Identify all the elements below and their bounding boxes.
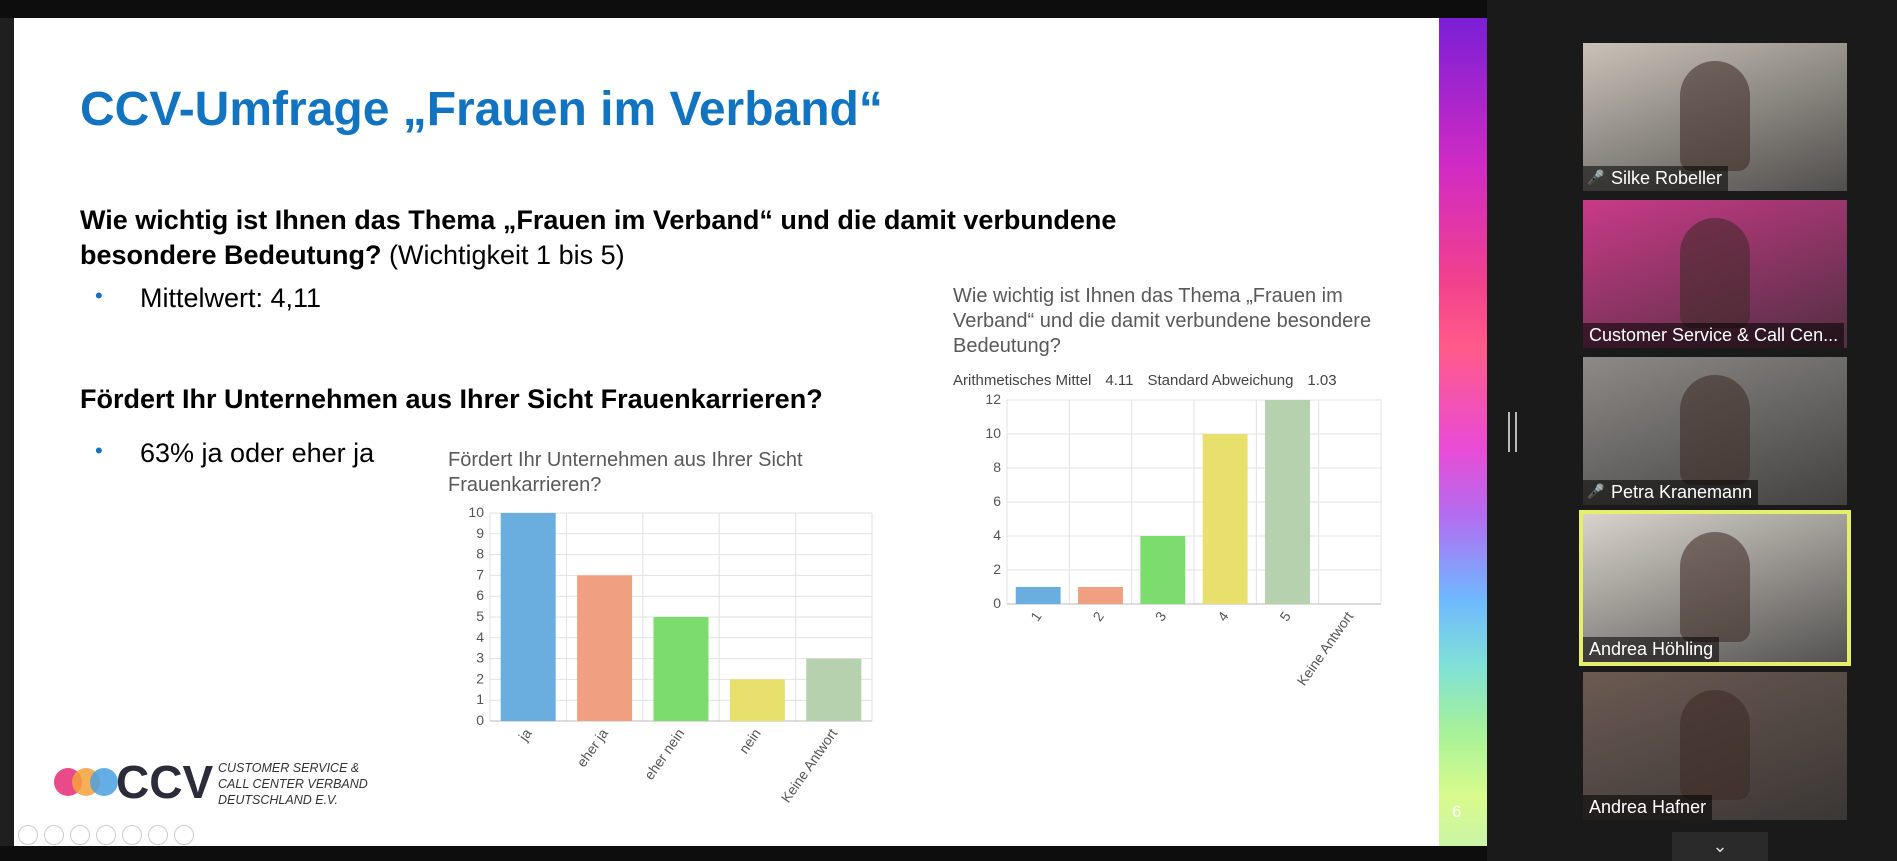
participant-name: Petra Kranemann xyxy=(1583,480,1759,505)
bullet-dot-icon: • xyxy=(95,283,103,308)
logo-mark: CCV xyxy=(116,760,213,808)
bar xyxy=(577,575,633,721)
y-tick-label: 4 xyxy=(476,629,484,645)
x-tick-label: Keine Antwort xyxy=(1294,608,1357,688)
stats-sd-value: 1.03 xyxy=(1307,372,1337,389)
participant-tile[interactable]: Customer Service & Call Cen... xyxy=(1583,200,1847,348)
y-tick-label: 2 xyxy=(993,561,1001,577)
slide-gradient-stripe xyxy=(1439,18,1487,846)
y-tick-label: 9 xyxy=(476,525,484,541)
y-tick-label: 10 xyxy=(468,505,484,520)
bar xyxy=(1078,587,1123,604)
y-tick-label: 0 xyxy=(993,595,1001,611)
slide-number: 6 xyxy=(1452,802,1462,821)
bar xyxy=(1202,434,1248,604)
y-tick-label: 6 xyxy=(476,587,484,603)
x-tick-label: nein xyxy=(736,726,764,757)
chart2-stats: Arithmetisches Mittel 4.11 Standard Abweic… xyxy=(953,372,1351,389)
stats-sd-label: Standard Abweichung xyxy=(1147,372,1294,389)
panel-resize-handle[interactable] xyxy=(1508,412,1517,452)
slide-title: CCV-Umfrage „Frauen im Verband“ xyxy=(80,83,883,136)
x-tick-label: eher nein xyxy=(641,726,688,783)
bar xyxy=(729,679,785,721)
prev-slide-icon[interactable] xyxy=(18,825,38,845)
chart1-title: Fördert Ihr Unternehmen aus Ihrer Sicht … xyxy=(448,449,803,496)
chart2-title: Wie wichtig ist Ihnen das Thema „Frauen … xyxy=(953,285,1372,357)
chart1-bar-chart: 0 1 2 3 4 5 6 7 8 9 10 ja eher ja eher nein nein Keine … xyxy=(468,505,873,805)
muted-mic-icon: 🎤 xyxy=(1587,483,1605,499)
participant-name: Andrea Hafner xyxy=(1583,795,1713,820)
question-1: Wie wichtig ist Ihnen das Thema „Frauen … xyxy=(80,203,1220,273)
logo-line-2: CALL CENTER VERBAND xyxy=(218,777,368,791)
y-tick-label: 8 xyxy=(476,546,484,562)
logo-line-1: CUSTOMER SERVICE & xyxy=(218,761,360,775)
bullet-percent: • 63% ja oder eher ja xyxy=(95,438,375,469)
bullet-dot-icon: • xyxy=(95,438,103,463)
pen-icon[interactable] xyxy=(70,825,90,845)
y-tick-label: 0 xyxy=(476,712,484,728)
question-1-suffix: (Wichtigkeit 1 bis 5) xyxy=(381,240,625,270)
logo-line-3: DEUTSCHLAND E.V. xyxy=(218,793,338,807)
x-tick-label: 5 xyxy=(1276,608,1294,624)
x-tick-label: ja xyxy=(515,725,535,744)
stats-mean-value: 4.11 xyxy=(1105,372,1134,389)
participant-video xyxy=(1680,218,1750,328)
y-tick-label: 6 xyxy=(993,493,1001,509)
ccv-logo: CCV xyxy=(54,760,213,808)
zoom-icon[interactable] xyxy=(122,825,142,845)
y-tick-label: 8 xyxy=(993,459,1001,475)
participant-tile[interactable]: Andrea Höhling xyxy=(1579,510,1851,666)
x-tick-label: 2 xyxy=(1089,608,1107,624)
chevron-down-icon[interactable]: ⌄ xyxy=(1672,832,1768,861)
logo-tagline: CUSTOMER SERVICE & CALL CENTER VERBAND D… xyxy=(218,760,368,808)
participant-tile[interactable]: Petra Kranemann 🎤 xyxy=(1583,357,1847,505)
y-tick-label: 1 xyxy=(476,691,484,707)
x-tick-label: 1 xyxy=(1027,608,1045,624)
bar xyxy=(1015,587,1061,604)
y-tick-label: 3 xyxy=(476,650,484,666)
participant-name: Silke Robeller xyxy=(1583,166,1729,191)
participant-tile[interactable]: Silke Robeller 🎤 xyxy=(1583,43,1847,191)
y-tick-label: 7 xyxy=(476,566,484,582)
bullet-mean: • Mittelwert: 4,11 xyxy=(95,283,322,314)
more-icon[interactable] xyxy=(174,825,194,845)
y-tick-label: 5 xyxy=(476,608,484,624)
x-tick-label: 4 xyxy=(1214,608,1232,624)
participant-video xyxy=(1680,61,1750,171)
participant-video xyxy=(1680,690,1750,800)
x-tick-label: Keine Antwort xyxy=(778,725,841,805)
bar xyxy=(500,513,556,721)
slide-toolbar xyxy=(18,825,194,845)
y-tick-label: 10 xyxy=(985,425,1001,441)
bullet-percent-text: 63% ja oder eher ja xyxy=(140,438,375,468)
y-tick-label: 2 xyxy=(476,670,484,686)
bullet-mean-text: Mittelwert: 4,11 xyxy=(140,283,322,313)
y-tick-label: 12 xyxy=(985,392,1001,407)
presentation-slide xyxy=(14,18,1439,846)
bar xyxy=(1265,400,1310,604)
participant-name: Andrea Höhling xyxy=(1583,637,1720,662)
participant-video xyxy=(1680,532,1750,642)
question-2: Fördert Ihr Unternehmen aus Ihrer Sicht … xyxy=(80,384,823,414)
stats-mean-label: Arithmetisches Mittel xyxy=(953,372,1092,389)
subtitles-icon[interactable] xyxy=(148,825,168,845)
participant-tile[interactable]: Andrea Hafner xyxy=(1583,672,1847,820)
question-1-text: Wie wichtig ist Ihnen das Thema „Frauen … xyxy=(80,205,1117,270)
next-slide-icon[interactable] xyxy=(44,825,64,845)
x-tick-label: 3 xyxy=(1152,608,1170,624)
participant-name: Customer Service & Call Cen... xyxy=(1583,323,1845,348)
top-bar xyxy=(0,0,1487,18)
bar xyxy=(1140,536,1186,604)
bar xyxy=(653,617,709,721)
bar xyxy=(806,658,862,721)
y-tick-label: 4 xyxy=(993,527,1001,543)
muted-mic-icon: 🎤 xyxy=(1587,169,1605,185)
slides-icon[interactable] xyxy=(96,825,116,845)
bottom-bar xyxy=(0,846,1487,861)
x-tick-label: eher ja xyxy=(573,725,611,769)
participant-video xyxy=(1680,375,1750,485)
